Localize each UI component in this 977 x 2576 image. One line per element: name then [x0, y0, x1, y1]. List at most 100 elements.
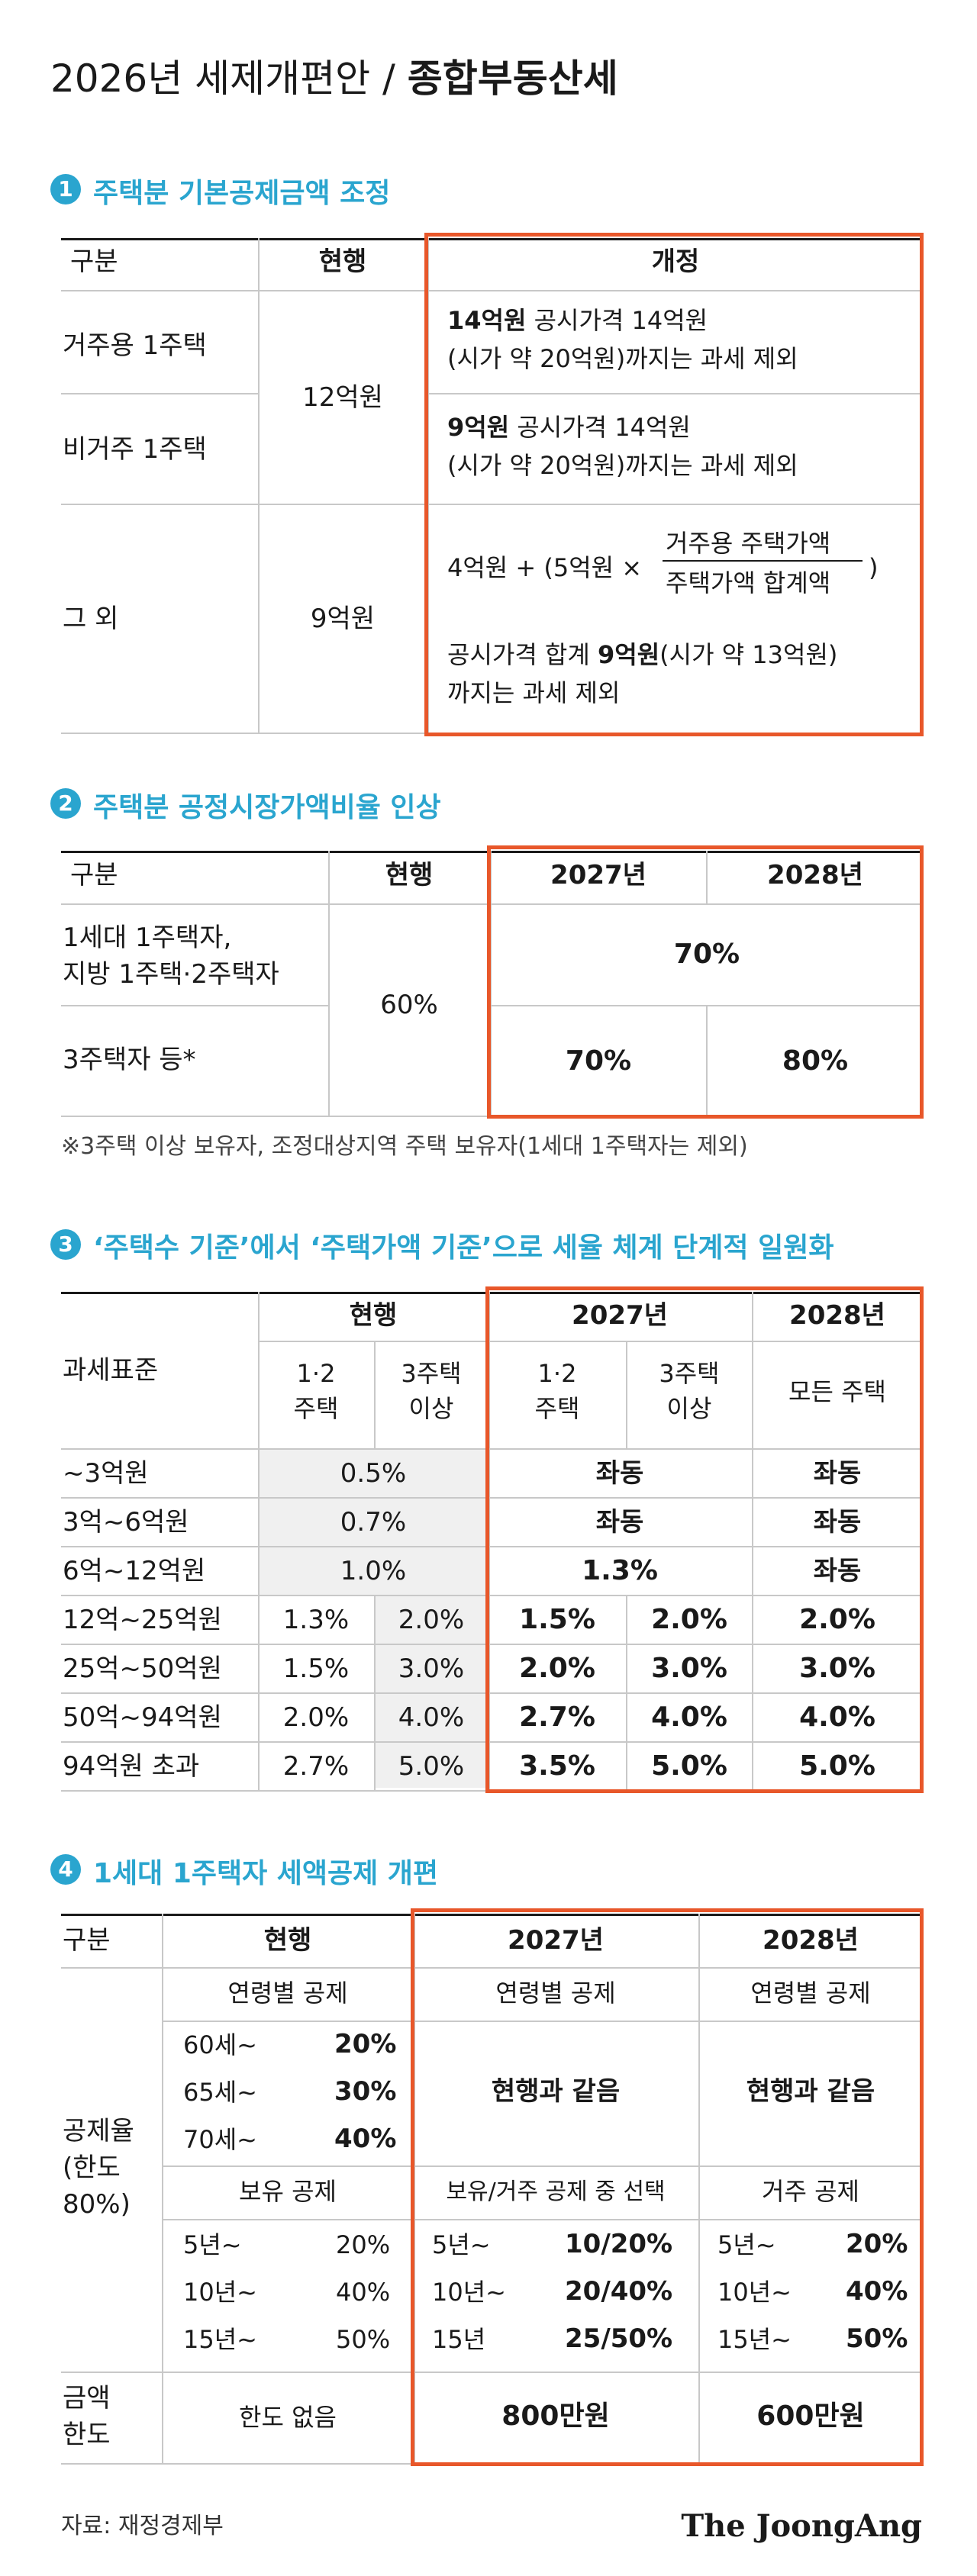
- s4-age-head-2027: 연령별 공제: [495, 1979, 616, 2008]
- s2-r2-2027: 70%: [565, 1045, 632, 1077]
- s4-hold-key-2028: 5년~: [717, 2230, 776, 2259]
- s3-row-label: 12억~25억원: [63, 1605, 222, 1635]
- s3-sub-cur-b1: 3주택: [401, 1359, 462, 1388]
- s3-cell-28: 4.0%: [799, 1702, 875, 1733]
- s3-row-divider-3: [61, 1595, 924, 1596]
- s1-r3-label: 그 외: [63, 604, 119, 634]
- s3-sub-27-a1: 1·2: [537, 1359, 577, 1388]
- s2-head-2027: 2027년: [550, 860, 646, 890]
- s4-limit-2027: 800만원: [501, 2401, 610, 2432]
- s2-r1-merged: 70%: [673, 939, 740, 970]
- s4-hold-value-2027: 20/40%: [565, 2276, 673, 2307]
- s1-vline-2: [427, 238, 429, 733]
- s4-hold-head-2028: 거주 공제: [762, 2177, 859, 2206]
- s3-cell-cur-b: 5.0%: [398, 1751, 465, 1782]
- section-4-title: 1세대 1주택자 세액공제 개편: [93, 1858, 439, 1889]
- s3-vline-2: [488, 1292, 490, 1790]
- s2-head-current: 현행: [385, 860, 434, 890]
- s1-r2-new-line2: (시가 약 20억원)까지는 과세 제외: [447, 451, 798, 480]
- s4-limit-label-1: 금액: [63, 2383, 111, 2413]
- page-title-bold: 종합부동산세: [407, 56, 618, 101]
- s3-sub-27-a2: 주택: [534, 1394, 580, 1423]
- s4-vline-1: [162, 1914, 163, 2463]
- page-title: 2026년 세제개편안 / 종합부동산세: [50, 55, 618, 103]
- s3-cell-27-a: 2.7%: [519, 1702, 595, 1733]
- s4-head-2027: 2027년: [508, 1925, 604, 1956]
- s3-cell-cur-b: 4.0%: [398, 1702, 465, 1733]
- s1-formula-pre: 4억원 + (5억원 ×: [447, 553, 643, 582]
- s4-limit-current: 한도 없음: [239, 2403, 337, 2432]
- s3-header-divider: [61, 1448, 924, 1450]
- s1-r3-line1-bold: 9억원: [597, 640, 660, 669]
- s1-r3-current: 9억원: [310, 604, 376, 634]
- section-3-title: ‘주택수 기준’에서 ‘주택가액 기준’으로 세율 체계 단계적 일원화: [93, 1232, 834, 1264]
- s3-head-2028: 2028년: [789, 1300, 885, 1331]
- s4-hold-key-2028: 15년~: [717, 2325, 792, 2354]
- s1-r2-new-bold: 9억원: [447, 413, 510, 442]
- s3-cell-cur: 0.7%: [340, 1507, 407, 1538]
- s3-vline-27: [626, 1595, 627, 1790]
- s1-r2-new-rest: 공시가격 14억원: [509, 413, 691, 442]
- s2-head-2028: 2028년: [767, 860, 863, 890]
- s1-r1-new-line2: (시가 약 20억원)까지는 과세 제외: [447, 344, 798, 373]
- page-title-light: 2026년 세제개편안 /: [50, 56, 395, 101]
- s4-same-2028: 현행과 같음: [746, 2076, 875, 2107]
- s4-age-key: 65세~: [183, 2078, 257, 2107]
- s3-cell-cur-a: 1.3%: [282, 1605, 350, 1635]
- s3-cell-27: 좌동: [595, 1507, 644, 1538]
- s2-vline-3b: [706, 1005, 708, 1116]
- s3-cell-cur-b: 3.0%: [398, 1653, 465, 1684]
- s3-row-divider-2: [61, 1546, 924, 1547]
- s4-same-2027: 현행과 같음: [491, 2076, 621, 2107]
- s3-row-label: 3억~6억원: [63, 1507, 189, 1538]
- s3-row-divider-1: [61, 1497, 924, 1499]
- s3-cell-cur-b: 2.0%: [398, 1605, 465, 1635]
- s4-age-key: 70세~: [183, 2125, 257, 2154]
- s3-header-subdivider: [258, 1341, 924, 1342]
- s4-vline-3: [698, 1914, 700, 2463]
- s1-head-category: 구분: [70, 246, 118, 277]
- s4-head-category: 구분: [63, 1925, 111, 1956]
- s3-sub-cur-a1: 1·2: [296, 1359, 336, 1388]
- s4-label-rate-3: 80%): [63, 2189, 131, 2220]
- s2-r2-2028: 80%: [782, 1045, 849, 1077]
- s4-age-value: 20%: [334, 2029, 397, 2059]
- s3-cell-28: 3.0%: [799, 1653, 875, 1684]
- s3-row-label: 50억~94억원: [63, 1702, 222, 1733]
- s4-hold-key: 5년~: [183, 2230, 242, 2259]
- s1-highlight-box: [424, 233, 924, 736]
- s4-hold-key: 15년~: [183, 2325, 257, 2354]
- s4-limit-divider: [61, 2372, 924, 2373]
- s1-divider-right: [427, 393, 924, 394]
- s1-r3-new-line1: 공시가격 합계 9억원(시가 약 13억원): [447, 639, 837, 670]
- s1-top-rule: [61, 238, 924, 240]
- s2-vline-2: [490, 851, 492, 1116]
- s4-hold-value-2028: 40%: [846, 2276, 908, 2307]
- s3-head-2027: 2027년: [572, 1300, 668, 1331]
- s3-cell-cur-a: 2.0%: [282, 1702, 350, 1733]
- section-2-title: 주택분 공정시장가액비율 인상: [93, 792, 441, 823]
- s1-formula-post: ): [869, 553, 879, 582]
- s4-age-value: 30%: [334, 2076, 397, 2107]
- s1-r3-line1-pre: 공시가격 합계: [447, 640, 598, 669]
- s4-hold-head-2027: 보유/거주 공제 중 선택: [446, 2178, 666, 2205]
- s4-age-head-divider: [162, 2021, 924, 2022]
- s3-cell-27-a: 3.5%: [519, 1750, 595, 1782]
- s3-sub-cur-a2: 주택: [293, 1394, 339, 1423]
- s1-r1-new-line1: 14억원 공시가격 14억원: [447, 305, 708, 336]
- s3-row-divider-4: [61, 1644, 924, 1645]
- s1-formula-den: 주택가액 합계액: [666, 568, 831, 597]
- s1-head-revised: 개정: [651, 246, 700, 277]
- s2-vline-3a: [706, 851, 708, 903]
- s2-r1-label1: 1세대 1주택자,: [63, 923, 232, 953]
- s1-r3-new-line2: 까지는 과세 제외: [447, 678, 621, 707]
- s3-cell-cur: 1.0%: [340, 1556, 407, 1586]
- s3-row-label: 25억~50억원: [63, 1653, 222, 1684]
- section-1-title: 주택분 기본공제금액 조정: [93, 178, 391, 209]
- s4-highlight-box: [411, 1908, 924, 2466]
- s4-hold-value-2028: 20%: [846, 2229, 908, 2259]
- s3-cell-28: 좌동: [813, 1507, 862, 1538]
- s4-label-rate-1: 공제율: [63, 2116, 134, 2146]
- s1-current-12: 12억원: [302, 382, 383, 413]
- s4-top-rule: [61, 1914, 924, 1916]
